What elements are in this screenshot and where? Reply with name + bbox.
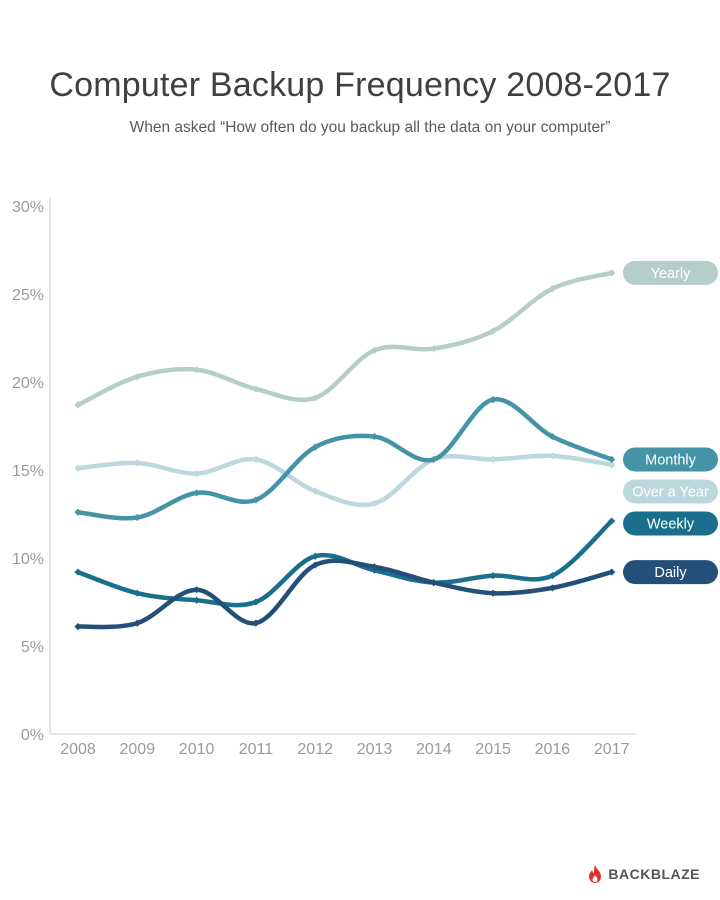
data-point-daily bbox=[311, 561, 319, 569]
series-line-yearly bbox=[75, 270, 614, 408]
brand-logo: BACKBLAZE bbox=[587, 864, 700, 884]
data-point-daily bbox=[548, 584, 556, 592]
data-point-weekly bbox=[193, 596, 201, 604]
series-label-over-a-year: Over a Year bbox=[632, 484, 709, 500]
x-tick-label: 2011 bbox=[239, 741, 274, 758]
data-point-over-a-year bbox=[252, 455, 260, 464]
data-point-daily bbox=[133, 619, 141, 627]
data-point-daily bbox=[252, 619, 260, 627]
data-point-yearly bbox=[548, 285, 556, 293]
x-tick-label: 2016 bbox=[535, 741, 571, 758]
data-point-over-a-year bbox=[370, 499, 379, 508]
data-point-weekly bbox=[608, 517, 616, 525]
y-tick-label: 0% bbox=[21, 727, 44, 744]
data-point-yearly bbox=[370, 346, 379, 354]
data-point-daily bbox=[74, 623, 82, 631]
x-tick-label: 2008 bbox=[60, 741, 96, 758]
chart-title: Computer Backup Frequency 2008-2017 bbox=[49, 66, 671, 104]
data-point-over-a-year bbox=[74, 464, 82, 472]
x-tick-label: 2017 bbox=[594, 741, 630, 758]
series-label-weekly: Weekly bbox=[647, 516, 695, 532]
chart-axes: 0% 5% 10% 15% 20% 25% 30% 2008 2009 2010 2011 2012 2… bbox=[12, 198, 636, 758]
data-point-over-a-year bbox=[193, 469, 201, 478]
data-point-monthly bbox=[489, 396, 497, 404]
y-tick-label: 15% bbox=[12, 463, 44, 480]
y-tick-label: 20% bbox=[12, 375, 44, 392]
series-line-daily bbox=[75, 558, 614, 630]
series-label-pill-over-a-year bbox=[623, 479, 718, 504]
data-point-monthly bbox=[252, 496, 260, 504]
data-point-weekly bbox=[133, 589, 141, 597]
y-tick-label: 10% bbox=[12, 551, 44, 568]
chart-series-group bbox=[74, 269, 616, 631]
brand-name: BACKBLAZE bbox=[608, 866, 700, 882]
data-point-daily bbox=[489, 589, 497, 597]
data-point-monthly bbox=[370, 432, 379, 441]
x-tick-label: 2015 bbox=[475, 741, 511, 758]
series-label-pill-weekly bbox=[623, 511, 718, 536]
data-point-yearly bbox=[608, 269, 616, 277]
data-point-yearly bbox=[430, 344, 438, 353]
y-tick-label: 5% bbox=[21, 639, 44, 656]
chart-series-labels: Yearly Monthly Over a Year Weekly Daily bbox=[623, 260, 718, 585]
series-label-pill-daily bbox=[623, 560, 718, 585]
x-tick-label: 2009 bbox=[120, 741, 156, 758]
x-tick-label: 2012 bbox=[297, 741, 333, 758]
data-point-yearly bbox=[489, 327, 497, 335]
data-point-yearly bbox=[133, 373, 141, 381]
data-point-monthly bbox=[74, 508, 82, 516]
series-label-pill-monthly bbox=[623, 447, 718, 472]
data-point-over-a-year bbox=[489, 455, 497, 464]
data-point-monthly bbox=[608, 455, 616, 464]
data-point-over-a-year bbox=[133, 459, 141, 467]
data-point-weekly bbox=[548, 572, 556, 580]
series-label-monthly: Monthly bbox=[645, 452, 697, 468]
data-point-monthly bbox=[193, 489, 201, 497]
data-point-daily bbox=[370, 563, 379, 571]
data-point-yearly bbox=[311, 394, 319, 402]
data-point-monthly bbox=[133, 513, 141, 522]
series-line-monthly bbox=[75, 397, 614, 521]
data-point-weekly bbox=[489, 572, 497, 580]
x-tick-label: 2013 bbox=[357, 741, 393, 758]
data-point-yearly bbox=[74, 401, 82, 409]
series-label-pill-yearly bbox=[623, 260, 718, 285]
flame-icon bbox=[589, 865, 602, 883]
data-point-weekly bbox=[74, 568, 82, 576]
chart-subtitle: When asked “How often do you backup all … bbox=[129, 119, 611, 136]
y-tick-label: 25% bbox=[12, 287, 44, 304]
data-point-weekly bbox=[311, 552, 319, 560]
y-tick-label: 30% bbox=[12, 199, 44, 216]
data-point-monthly bbox=[430, 455, 438, 464]
data-point-daily bbox=[193, 586, 201, 594]
series-label-yearly: Yearly bbox=[651, 266, 692, 282]
x-tick-label: 2014 bbox=[416, 741, 452, 758]
data-point-over-a-year bbox=[608, 461, 616, 469]
data-point-daily bbox=[430, 579, 438, 587]
data-point-monthly bbox=[548, 432, 556, 441]
series-line-over-a-year bbox=[75, 453, 614, 508]
data-point-yearly bbox=[193, 366, 201, 374]
data-point-over-a-year bbox=[548, 452, 556, 460]
data-point-over-a-year bbox=[311, 487, 319, 495]
data-point-yearly bbox=[252, 385, 260, 393]
data-point-daily bbox=[608, 568, 616, 576]
data-point-weekly bbox=[252, 598, 260, 606]
series-label-daily: Daily bbox=[654, 565, 687, 581]
data-point-monthly bbox=[311, 443, 319, 451]
x-tick-label: 2010 bbox=[179, 741, 215, 758]
